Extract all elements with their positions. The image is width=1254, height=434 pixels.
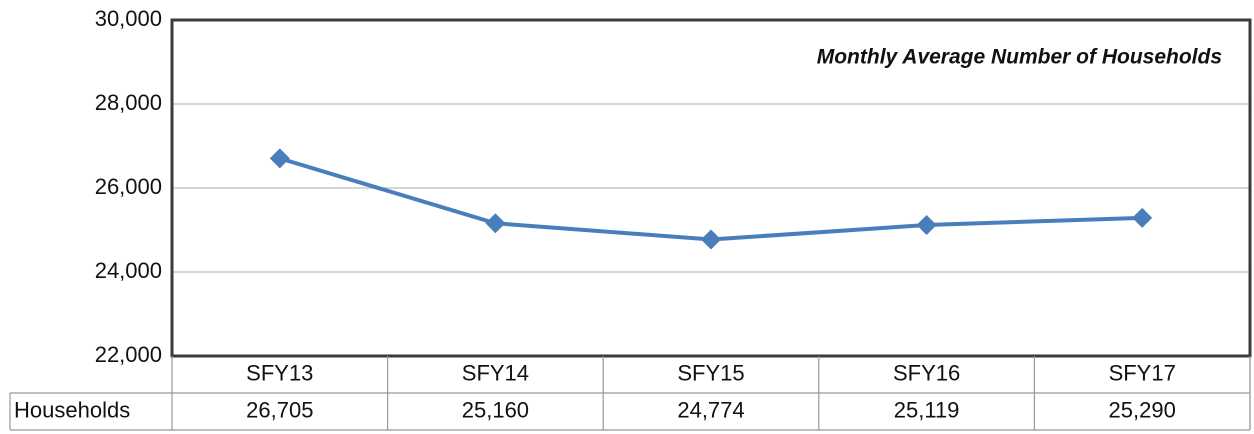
marker: [1132, 207, 1153, 228]
line: [279, 156, 1143, 242]
x-tick-label: SFY17: [1109, 360, 1176, 385]
marker: [701, 229, 721, 250]
chart-title: Monthly Average Number of Households: [817, 46, 1222, 69]
table-value: 25,290: [1109, 397, 1176, 422]
x-tick-label: SFY15: [677, 360, 744, 385]
table-value: 26,705: [246, 397, 313, 422]
y-tick-label: 30,000: [95, 6, 162, 31]
x-tick-label: SFY13: [246, 360, 313, 385]
y-tick-label: 22,000: [95, 342, 162, 367]
table-value: 25,160: [462, 397, 529, 422]
x-tick-label: SFY16: [893, 360, 960, 385]
plot-frame: [170, 18, 1252, 358]
y-tick-label: 26,000: [95, 174, 162, 199]
y-tick-label: 24,000: [95, 258, 162, 283]
y-tick-label: 28,000: [95, 90, 162, 115]
marker: [485, 213, 506, 234]
marker: [916, 215, 937, 236]
table-value: 25,119: [894, 397, 960, 422]
table-value: 24,774: [677, 397, 744, 422]
x-tick-label: SFY14: [462, 360, 529, 385]
row-label: Households: [14, 397, 130, 422]
marker: [269, 148, 290, 169]
